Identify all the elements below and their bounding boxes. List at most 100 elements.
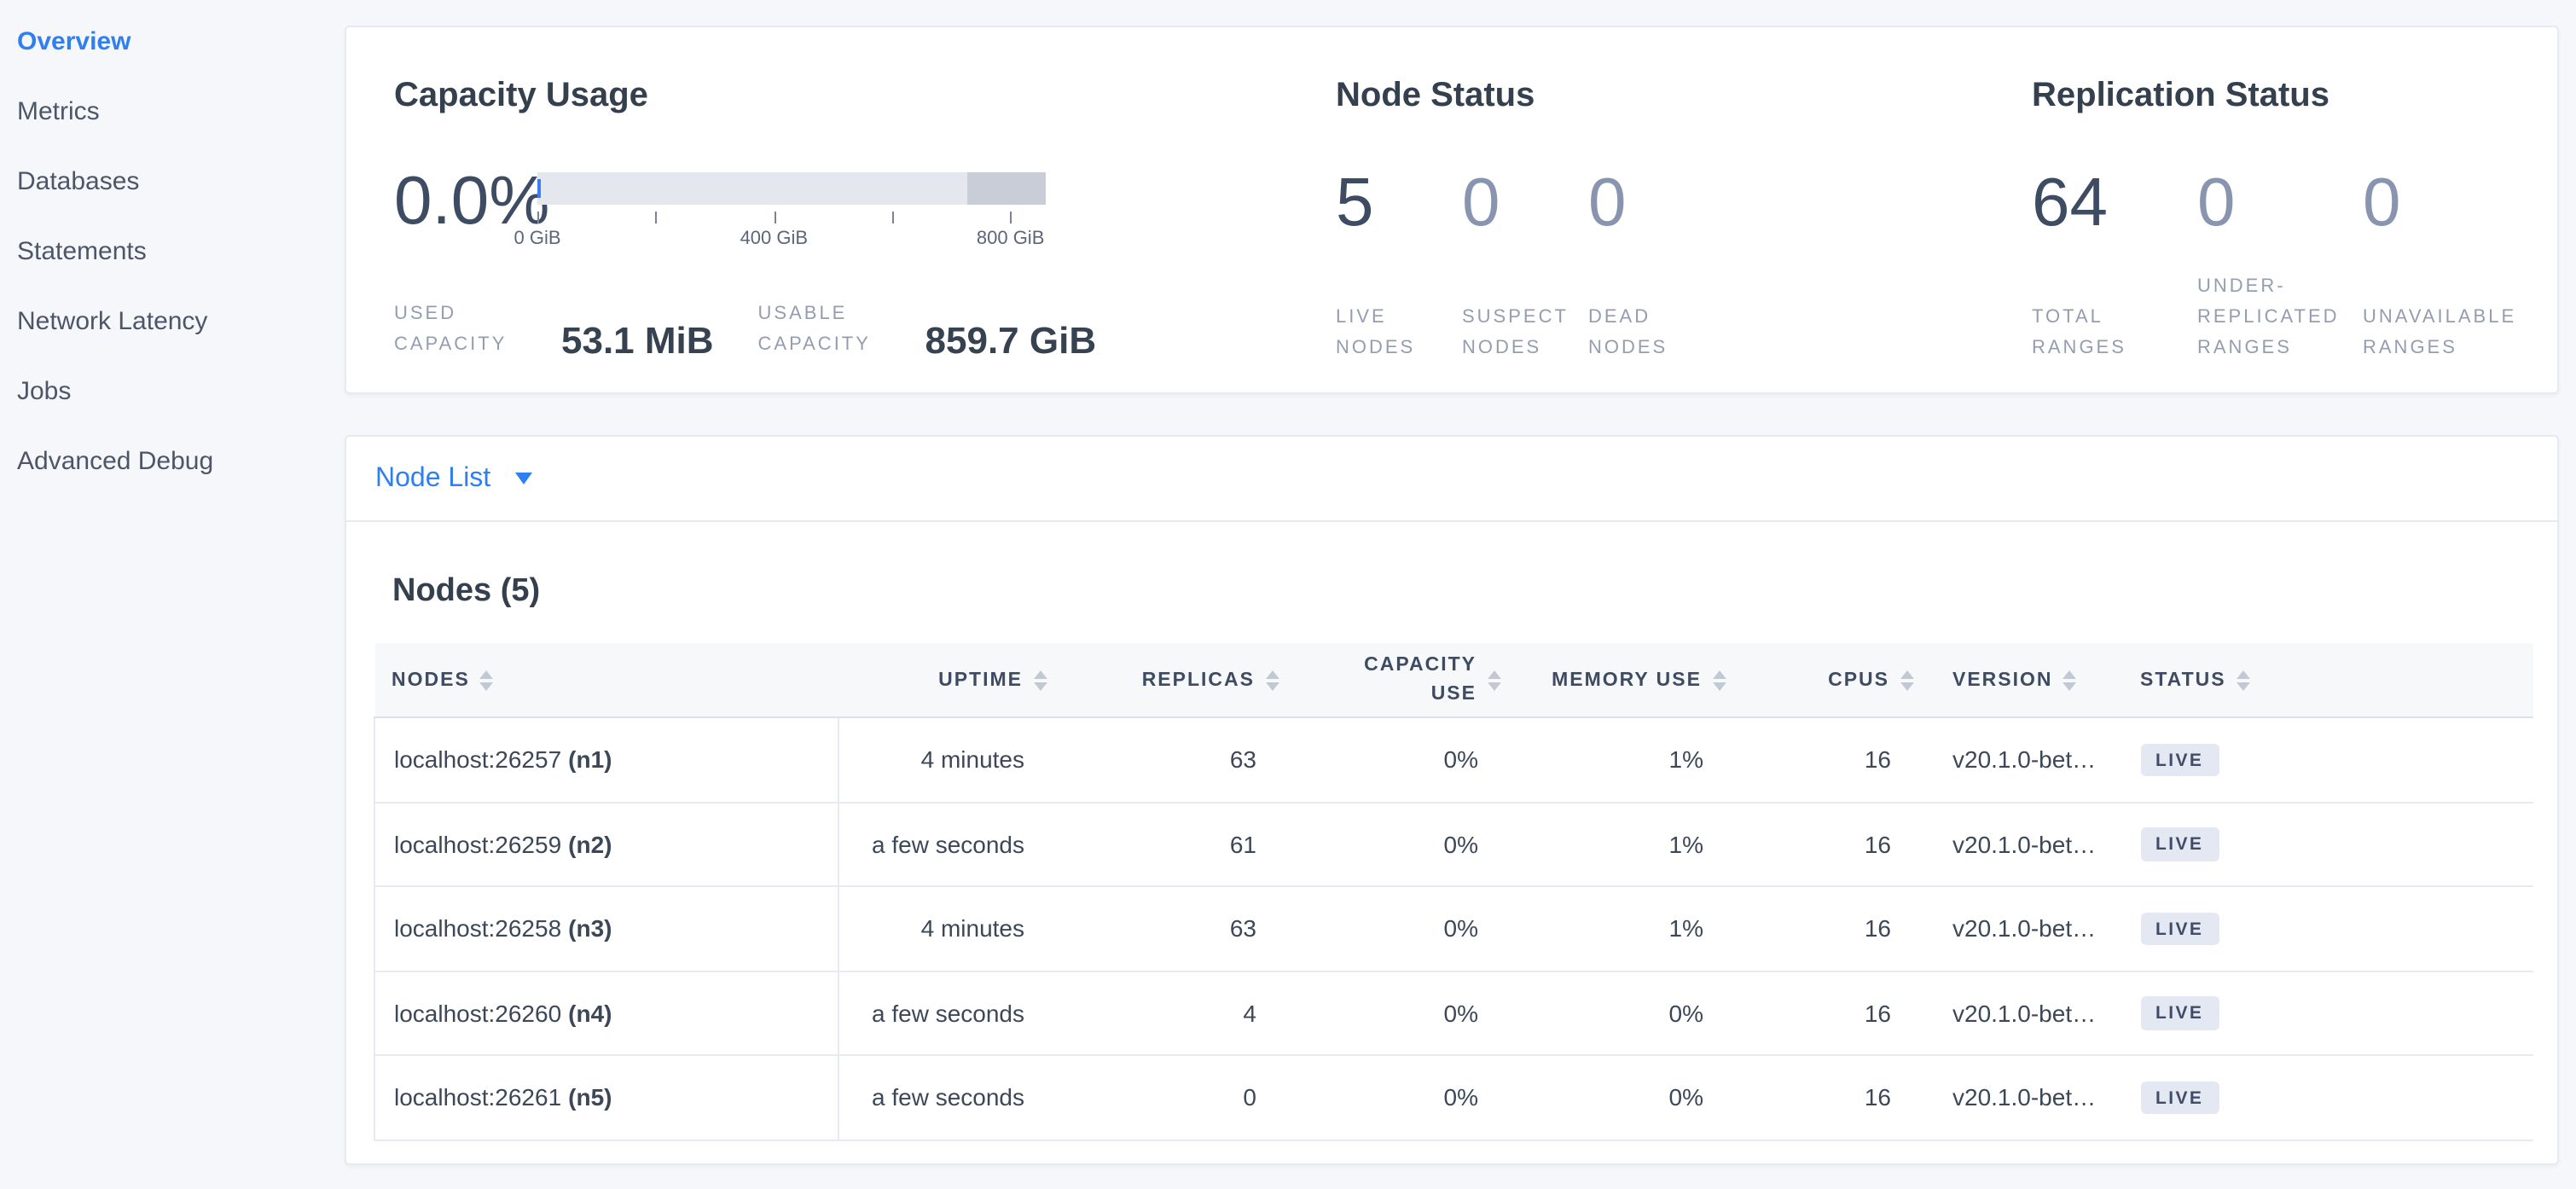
node-id: (n1) — [568, 745, 612, 774]
column-header-capacity-use[interactable]: CAPACITY USE — [1285, 643, 1507, 718]
axis-label-0gib: 0 GiB — [513, 229, 561, 249]
node-address: localhost:26259 — [394, 830, 562, 858]
node-id: (n4) — [568, 999, 612, 1027]
capacity-bar-used-segment — [537, 179, 541, 198]
dead-nodes-label: DEAD NODES — [1588, 306, 1668, 358]
filler-cell — [2312, 886, 2533, 972]
sidebar-item-jobs[interactable]: Jobs — [17, 376, 72, 405]
table-row-n5[interactable]: localhost:26261 (n5) a few seconds 0 0% 0… — [374, 1055, 2533, 1140]
column-header-nodes[interactable]: NODES — [374, 643, 838, 718]
sidebar-item-advanced-debug[interactable]: Advanced Debug — [17, 446, 214, 475]
used-capacity-label: USED CAPACITY — [394, 304, 508, 356]
under-replicated-stat: 0 UNDER-REPLICATED RANGES — [2197, 165, 2363, 363]
unavailable-ranges-label: UNAVAILABLE RANGES — [2363, 306, 2517, 358]
axis-tick — [774, 212, 776, 223]
nodes-table-title: Nodes (5) — [392, 573, 541, 609]
table-row-n2[interactable]: localhost:26259 (n2) a few seconds 61 0% … — [374, 802, 2533, 887]
capacity-usage-section: Capacity Usage 0.0% — [346, 27, 1288, 392]
capacity-bar-track — [537, 172, 1046, 205]
capacity-use-cell: 0% — [1285, 802, 1507, 887]
under-replicated-label: UNDER-REPLICATED RANGES — [2197, 276, 2340, 358]
capacity-axis — [537, 212, 1046, 225]
table-row-n1[interactable]: localhost:26257 (n1) 4 minutes 63 0% 1% 1… — [374, 717, 2533, 803]
sort-icon — [1033, 670, 1047, 690]
replicas-cell: 0 — [1053, 1055, 1285, 1140]
dead-nodes-value: 0 — [1588, 165, 1627, 241]
table-row-n4[interactable]: localhost:26260 (n4) a few seconds 4 0% 0… — [374, 971, 2533, 1056]
cluster-summary-card: Capacity Usage 0.0% — [345, 26, 2559, 394]
column-header-status[interactable]: STATUS — [2133, 643, 2312, 718]
version-cell: v20.1.0-bet… — [1920, 886, 2133, 972]
column-label: UPTIME — [938, 670, 1023, 690]
suspect-nodes-value: 0 — [1462, 165, 1500, 241]
chevron-down-icon — [514, 473, 532, 484]
node-address: localhost:26261 — [394, 1083, 562, 1111]
unavailable-ranges-value: 0 — [2363, 165, 2401, 241]
total-ranges-label: TOTAL RANGES — [2032, 306, 2126, 358]
replicas-cell: 4 — [1053, 971, 1285, 1056]
version-cell: v20.1.0-bet… — [1920, 1055, 2133, 1140]
uptime-cell: 4 minutes — [838, 717, 1053, 803]
sidebar-item-network-latency[interactable]: Network Latency — [17, 306, 208, 335]
axis-tick — [1010, 212, 1012, 223]
uptime-cell: a few seconds — [838, 971, 1053, 1056]
node-list-dropdown-label[interactable]: Node List — [375, 463, 491, 492]
axis-label-400gib: 400 GiB — [740, 229, 809, 249]
node-list-dropdown[interactable]: Node List — [346, 437, 2557, 522]
dead-nodes-stat: 0 DEAD NODES — [1588, 165, 1714, 363]
column-header-cpus[interactable]: CPUS — [1732, 643, 1920, 718]
column-label: CPUS — [1828, 670, 1889, 690]
replicas-cell: 63 — [1053, 886, 1285, 972]
under-replicated-value: 0 — [2197, 165, 2236, 241]
capacity-bar-other-segment — [966, 172, 1046, 205]
filler-cell — [2312, 717, 2533, 803]
version-cell: v20.1.0-bet… — [1920, 802, 2133, 887]
uptime-cell: 4 minutes — [838, 886, 1053, 972]
cpus-cell: 16 — [1732, 1055, 1920, 1140]
memory-use-cell: 0% — [1507, 1055, 1732, 1140]
table-row-n3[interactable]: localhost:26258 (n3) 4 minutes 63 0% 1% 1… — [374, 886, 2533, 972]
sidebar: Overview Metrics Databases Statements Ne… — [0, 0, 345, 1189]
sidebar-item-databases[interactable]: Databases — [17, 166, 140, 195]
total-ranges-value: 64 — [2032, 165, 2108, 241]
status-badge: LIVE — [2140, 827, 2219, 861]
memory-use-cell: 1% — [1507, 802, 1732, 887]
table-header-row: NODES UPTIME REPLICAS CAPACITY USE MEMOR — [374, 643, 2533, 718]
nodes-table: NODES UPTIME REPLICAS CAPACITY USE MEMOR — [374, 643, 2533, 1140]
node-id: (n3) — [568, 914, 612, 942]
column-header-uptime[interactable]: UPTIME — [838, 643, 1053, 718]
node-status-title: Node Status — [1336, 77, 1535, 114]
cpus-cell: 16 — [1732, 886, 1920, 972]
live-nodes-stat: 5 LIVE NODES — [1336, 165, 1462, 363]
node-id: (n5) — [568, 1083, 612, 1111]
sort-icon — [1265, 670, 1279, 690]
capacity-use-cell: 0% — [1285, 1055, 1507, 1140]
cpus-cell: 16 — [1732, 802, 1920, 887]
suspect-nodes-label: SUSPECT NODES — [1462, 306, 1569, 358]
capacity-used-percent: 0.0% — [394, 164, 550, 239]
replicas-cell: 63 — [1053, 717, 1285, 803]
sort-icon — [2063, 670, 2077, 690]
usable-capacity-value: 859.7 GiB — [925, 318, 1097, 362]
node-status-section: Node Status 5 LIVE NODES 0 SUSPECT NODES… — [1288, 27, 1984, 392]
sort-icon — [1487, 670, 1500, 690]
sidebar-item-overview[interactable]: Overview — [17, 26, 131, 55]
column-header-version[interactable]: VERSION — [1920, 643, 2133, 718]
column-header-memory-use[interactable]: MEMORY USE — [1507, 643, 1732, 718]
column-label: REPLICAS — [1141, 670, 1255, 690]
sidebar-item-statements[interactable]: Statements — [17, 236, 147, 265]
live-nodes-value: 5 — [1336, 165, 1374, 241]
used-capacity-value: 53.1 MiB — [561, 318, 714, 362]
version-cell: v20.1.0-bet… — [1920, 971, 2133, 1056]
sort-icon — [1900, 670, 1913, 690]
sidebar-item-metrics[interactable]: Metrics — [17, 96, 100, 125]
axis-label-800gib: 800 GiB — [976, 229, 1045, 249]
node-id: (n2) — [568, 830, 612, 858]
status-badge: LIVE — [2140, 743, 2219, 776]
column-header-replicas[interactable]: REPLICAS — [1053, 643, 1285, 718]
capacity-usage-title: Capacity Usage — [394, 77, 648, 114]
capacity-use-cell: 0% — [1285, 971, 1507, 1056]
filler-cell — [2312, 802, 2533, 887]
live-nodes-label: LIVE NODES — [1336, 306, 1416, 358]
